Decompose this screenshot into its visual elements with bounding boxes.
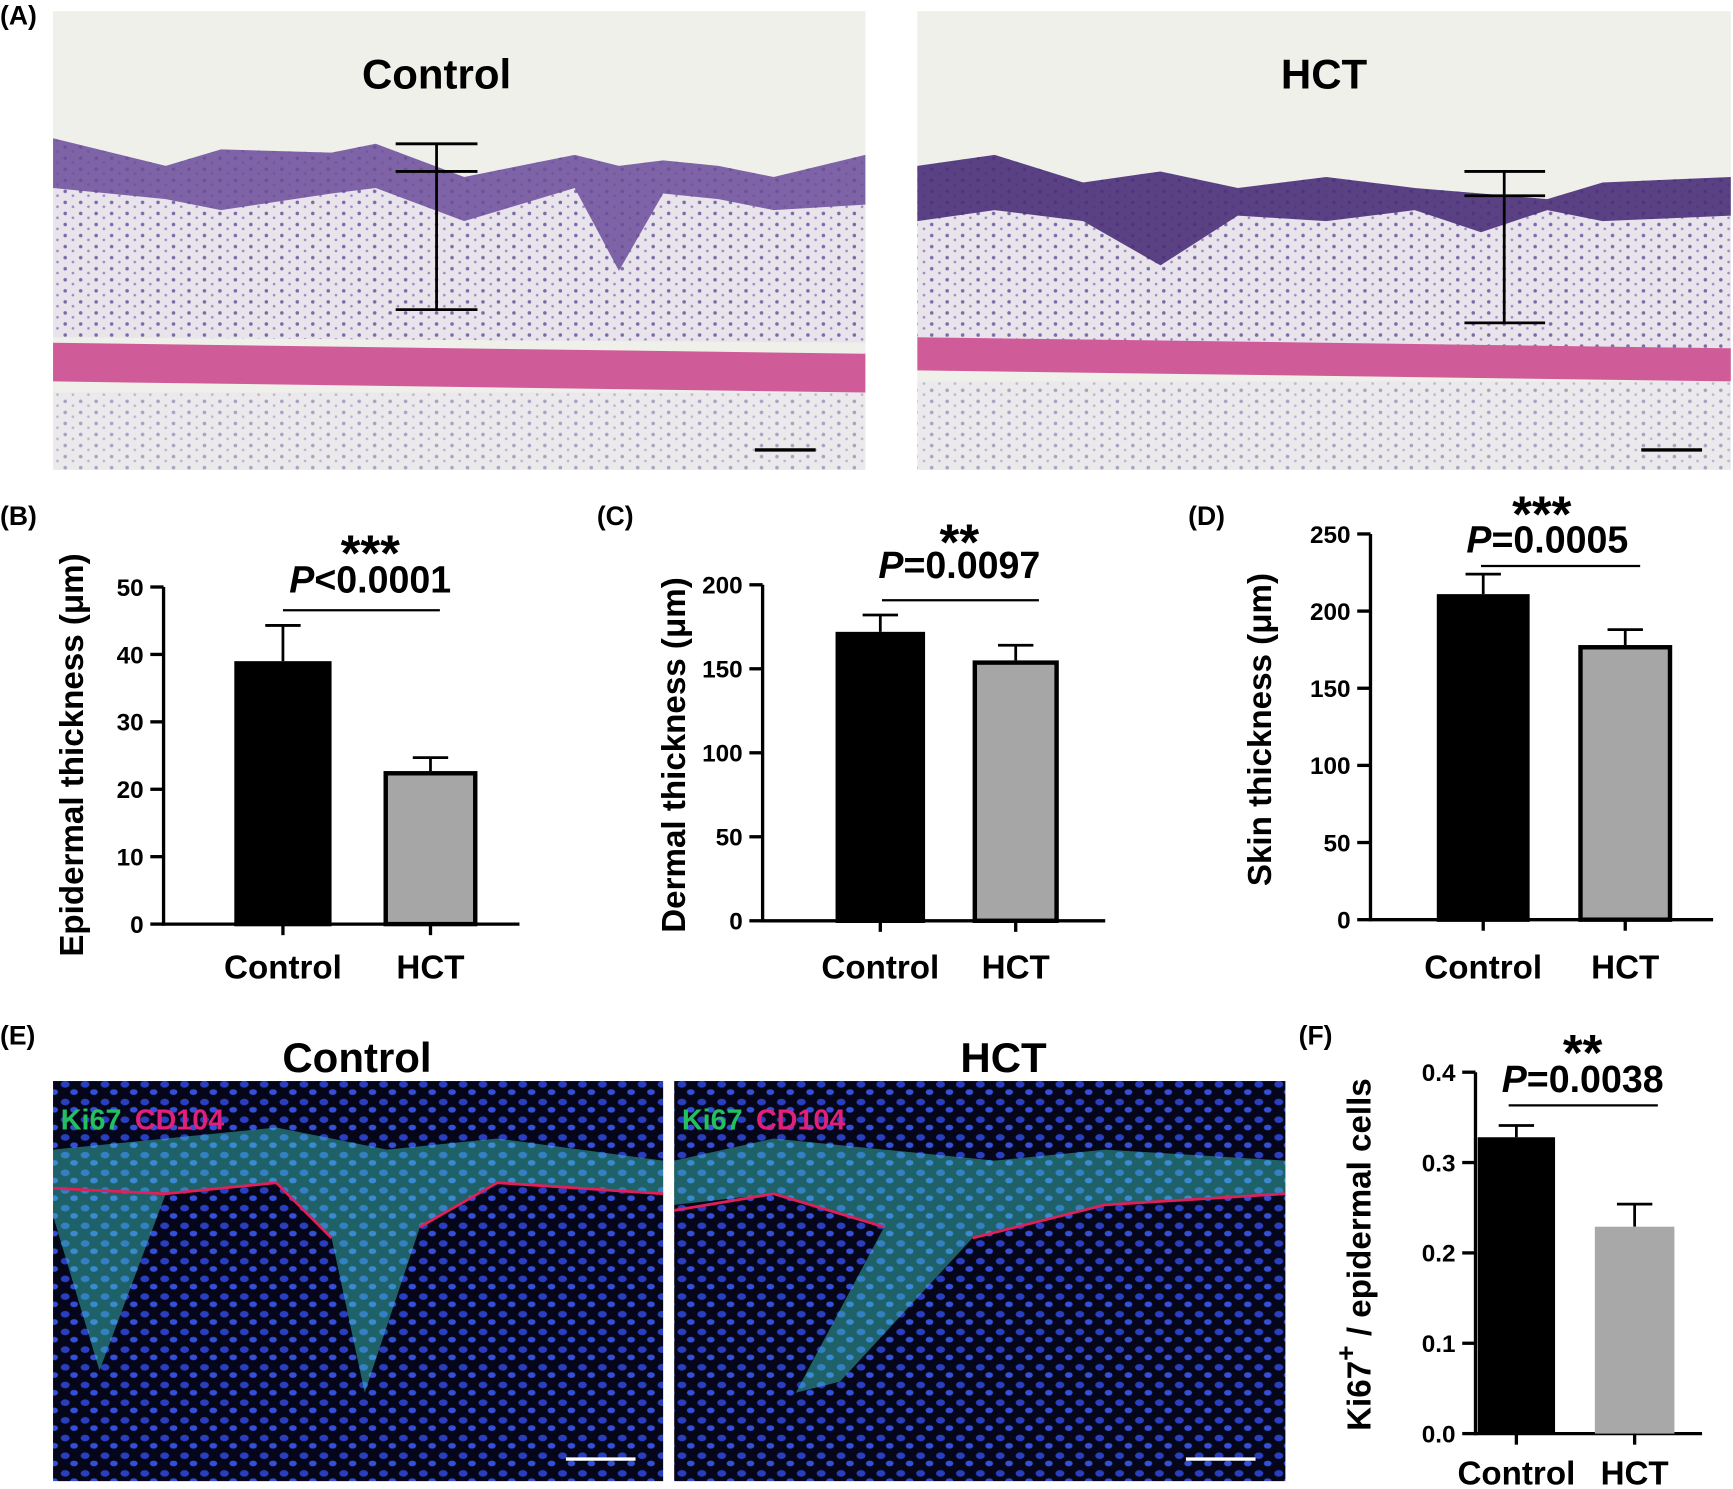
p-prefix: P — [1466, 519, 1492, 561]
histology-images — [53, 11, 1731, 470]
bar — [234, 661, 332, 927]
y-tick-label: 250 — [1310, 522, 1351, 549]
x-tick-label: HCT — [982, 949, 1050, 986]
y-tick-label: 0.3 — [1422, 1150, 1456, 1177]
bar — [1578, 645, 1673, 922]
y-axis-label: Epidermal thickness (μm) — [54, 553, 91, 956]
y-tick-label: 100 — [1310, 753, 1351, 780]
p-text: <0.0001 — [314, 559, 451, 601]
image-title: HCT — [960, 1034, 1047, 1081]
significance-stars: *** — [341, 524, 401, 581]
stain-label: Ki67 — [61, 1105, 122, 1137]
image-title: HCT — [1281, 51, 1368, 98]
y-tick-label: 200 — [702, 573, 743, 600]
panel-label: (F) — [1299, 1021, 1333, 1051]
y-axis-label-part: Dermal thickness (μm) — [656, 577, 693, 932]
panel-label: (B) — [0, 501, 37, 531]
y-tick-label: 150 — [702, 657, 743, 684]
x-tick-label: HCT — [396, 949, 464, 986]
bar — [1477, 1137, 1556, 1434]
y-axis-label: Skin thickness (μm) — [1242, 573, 1279, 886]
y-tick-label: 0.1 — [1422, 1331, 1456, 1358]
p-value: P=0.0038 — [1502, 1058, 1664, 1100]
x-tick-label: HCT — [1601, 1455, 1669, 1489]
y-tick-label: 50 — [117, 575, 144, 602]
y-tick-label: 10 — [117, 845, 144, 872]
x-tick-label: Control — [1457, 1455, 1575, 1489]
panel-label: (E) — [0, 1021, 35, 1051]
y-tick-label: 50 — [1324, 830, 1351, 857]
y-tick-label: 0 — [130, 912, 144, 939]
x-tick-label: Control — [224, 949, 342, 986]
stain-label: CD104 — [135, 1105, 224, 1137]
y-tick-label: 0.2 — [1422, 1241, 1456, 1268]
x-tick-label: HCT — [1591, 949, 1659, 986]
y-tick-label: 0.4 — [1422, 1060, 1456, 1087]
stain-label: CD104 — [756, 1105, 845, 1137]
p-prefix: P — [1502, 1058, 1528, 1100]
fluorescence-images — [52, 1081, 1286, 1482]
y-tick-label: 20 — [117, 777, 144, 804]
y-tick-label: 0.0 — [1422, 1421, 1456, 1448]
image-title: Control — [282, 1034, 431, 1081]
stain-label: Ki67 — [682, 1105, 743, 1137]
y-tick-label: 0 — [729, 909, 743, 936]
y-axis-label-part: / epidermal cells — [1341, 1078, 1378, 1345]
y-axis-label-sup: + — [1331, 1345, 1361, 1361]
bar — [972, 660, 1059, 923]
significance-stars: ** — [940, 513, 980, 570]
y-tick-label: 40 — [117, 642, 144, 669]
x-tick-label: Control — [821, 949, 939, 986]
p-prefix: P — [878, 544, 904, 586]
y-tick-label: 100 — [702, 741, 743, 768]
bar — [835, 631, 926, 923]
significance-stars: *** — [1512, 486, 1572, 543]
x-tick-label: Control — [1424, 949, 1542, 986]
panel-label: (A) — [0, 0, 37, 30]
p-value: P=0.0005 — [1466, 519, 1628, 561]
y-axis-label-part: Epidermal thickness (μm) — [54, 553, 91, 956]
p-value: P=0.0097 — [878, 544, 1040, 586]
bar — [1594, 1226, 1675, 1434]
p-text: =0.0005 — [1491, 519, 1628, 561]
y-tick-label: 30 — [117, 710, 144, 737]
y-tick-label: 0 — [1337, 908, 1351, 935]
panel-label: (D) — [1188, 501, 1225, 531]
y-axis-label: Ki67+ / epidermal cells — [1331, 1078, 1378, 1431]
p-text: =0.0097 — [903, 544, 1040, 586]
p-text: =0.0038 — [1527, 1058, 1664, 1100]
bar — [1436, 594, 1530, 922]
p-prefix: P — [289, 559, 315, 601]
p-value: P<0.0001 — [289, 559, 451, 601]
y-tick-label: 200 — [1310, 599, 1351, 626]
image-title: Control — [362, 51, 511, 98]
y-axis-label: Dermal thickness (μm) — [656, 577, 693, 932]
y-axis-label-part: Skin thickness (μm) — [1242, 573, 1279, 886]
y-axis-label-part: Ki67 — [1341, 1361, 1378, 1431]
y-tick-label: 50 — [716, 825, 743, 852]
y-tick-label: 150 — [1310, 676, 1351, 703]
panel-label: (C) — [597, 501, 634, 531]
significance-stars: ** — [1563, 1024, 1603, 1081]
bar — [383, 771, 478, 927]
